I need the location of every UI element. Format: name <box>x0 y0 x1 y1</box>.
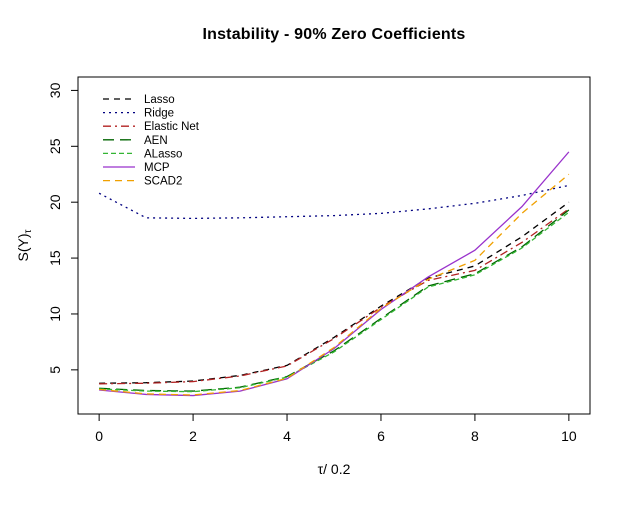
plot-box <box>77 76 591 415</box>
y-tick-label: 10 <box>47 306 63 322</box>
y-tick-label: 15 <box>47 250 63 266</box>
x-axis-label: τ/ 0.2 <box>318 461 351 477</box>
legend-label-aen: AEN <box>144 135 168 147</box>
legend-label-ridge: Ridge <box>144 108 174 120</box>
series-ridge <box>98 184 569 220</box>
y-tick-label: 25 <box>47 138 63 154</box>
series-lasso <box>99 201 570 384</box>
legend-label-elastic-net: Elastic Net <box>144 121 200 133</box>
y-tick-label: 20 <box>47 194 63 210</box>
x-tick-label: 8 <box>471 428 479 444</box>
legend-label-lasso: Lasso <box>144 94 175 106</box>
series-elastic-net <box>99 208 570 385</box>
y-axis-label: S(Y)τ <box>15 229 34 261</box>
legend-label-scad2: SCAD2 <box>144 176 182 188</box>
y-tick-label: 30 <box>47 82 63 98</box>
series-scad2 <box>99 173 570 396</box>
x-tick-label: 10 <box>561 428 577 444</box>
x-tick-label: 4 <box>283 428 291 444</box>
x-tick-label: 6 <box>377 428 385 444</box>
x-tick-label: 0 <box>95 428 103 444</box>
chart-title: Instability - 90% Zero Coefficients <box>202 26 466 43</box>
series-aen <box>99 209 570 392</box>
legend-label-mcp: MCP <box>144 162 170 174</box>
series-mcp <box>99 151 570 397</box>
legend-label-alasso: ALasso <box>144 148 182 160</box>
y-tick-label: 5 <box>47 366 63 374</box>
series-alasso <box>99 211 570 393</box>
x-tick-label: 2 <box>189 428 197 444</box>
